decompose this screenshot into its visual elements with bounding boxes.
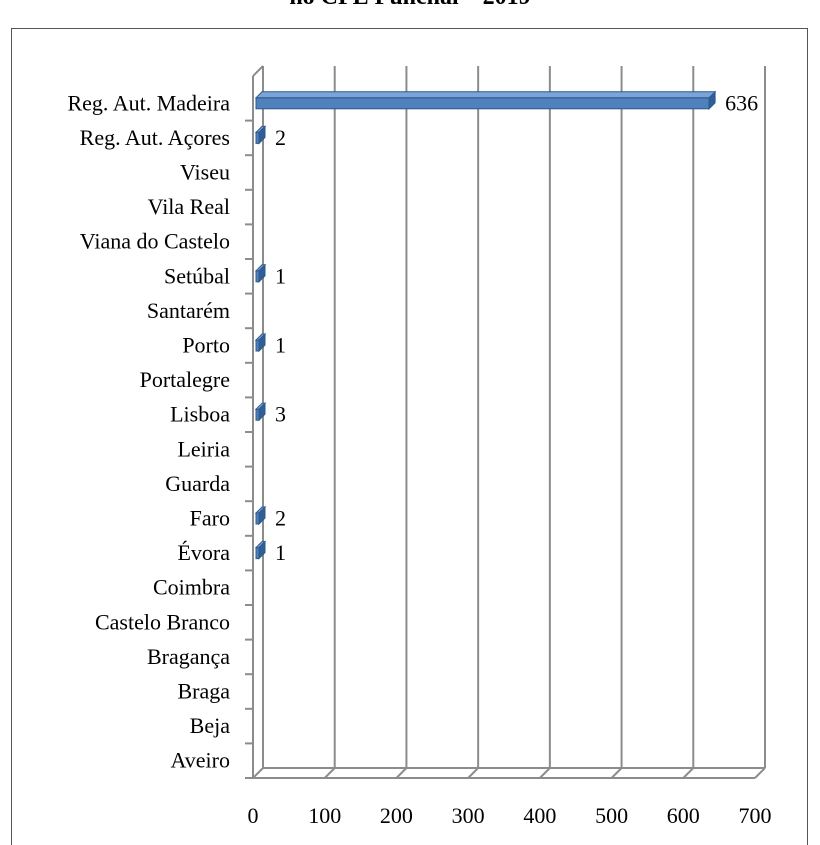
- category-label: Beja: [190, 713, 231, 738]
- bar-side: [258, 540, 266, 560]
- x-tick-label: 600: [667, 803, 700, 828]
- data-label: 1: [275, 263, 286, 288]
- floor-tick: [754, 767, 766, 779]
- category-label: Vila Real: [148, 194, 230, 219]
- floor-tick: [395, 767, 408, 779]
- data-label: 1: [275, 333, 286, 358]
- category-label: Coimbra: [153, 575, 230, 600]
- floor-tick: [539, 767, 551, 779]
- x-tick-label: 500: [595, 803, 628, 828]
- x-tick-label: 100: [308, 803, 341, 828]
- category-label: Lisboa: [170, 402, 230, 427]
- category-label: Faro: [190, 506, 230, 531]
- category-label: Guarda: [165, 471, 230, 496]
- data-label: 2: [275, 506, 286, 531]
- category-label: Castelo Branco: [95, 609, 230, 634]
- bar-side: [258, 263, 266, 284]
- floor-tick: [324, 767, 336, 779]
- bar-side: [258, 401, 266, 422]
- bar-side: [258, 332, 266, 353]
- data-label: 636: [725, 90, 758, 115]
- data-label: 3: [275, 402, 286, 427]
- floor-tick: [682, 767, 694, 779]
- bar-side: [258, 505, 266, 526]
- category-label: Setúbal: [164, 263, 230, 288]
- category-label: Évora: [177, 540, 230, 565]
- bar: [255, 97, 710, 110]
- data-label: 2: [275, 125, 286, 150]
- floor-tick: [467, 767, 479, 779]
- x-tick-label: 400: [523, 803, 556, 828]
- x-tick-label: 0: [248, 803, 259, 828]
- category-label: Viseu: [180, 160, 230, 185]
- data-label: 1: [275, 540, 286, 565]
- x-tick-label: 300: [452, 803, 485, 828]
- floor-tick: [252, 767, 264, 779]
- category-label: Bragança: [147, 644, 230, 669]
- chart-title: no CPE Funchal – 2019: [0, 0, 820, 11]
- category-label: Braga: [177, 679, 230, 704]
- y-axis-top-edge: [252, 65, 264, 77]
- category-label: Reg. Aut. Madeira: [67, 90, 230, 115]
- bar-side: [708, 90, 716, 111]
- category-label: Leiria: [177, 436, 230, 461]
- category-label: Reg. Aut. Açores: [80, 125, 230, 150]
- category-label: Aveiro: [171, 748, 230, 773]
- category-label: Porto: [182, 333, 230, 358]
- category-label: Portalegre: [140, 367, 230, 392]
- category-label: Viana do Castelo: [80, 229, 230, 254]
- x-tick-label: 700: [739, 803, 772, 828]
- chart-frame: [11, 28, 808, 845]
- floor-tick: [610, 767, 623, 779]
- x-tick-label: 200: [380, 803, 413, 828]
- bar-side: [258, 125, 266, 145]
- category-label: Santarém: [147, 298, 230, 323]
- bar-top: [254, 91, 717, 99]
